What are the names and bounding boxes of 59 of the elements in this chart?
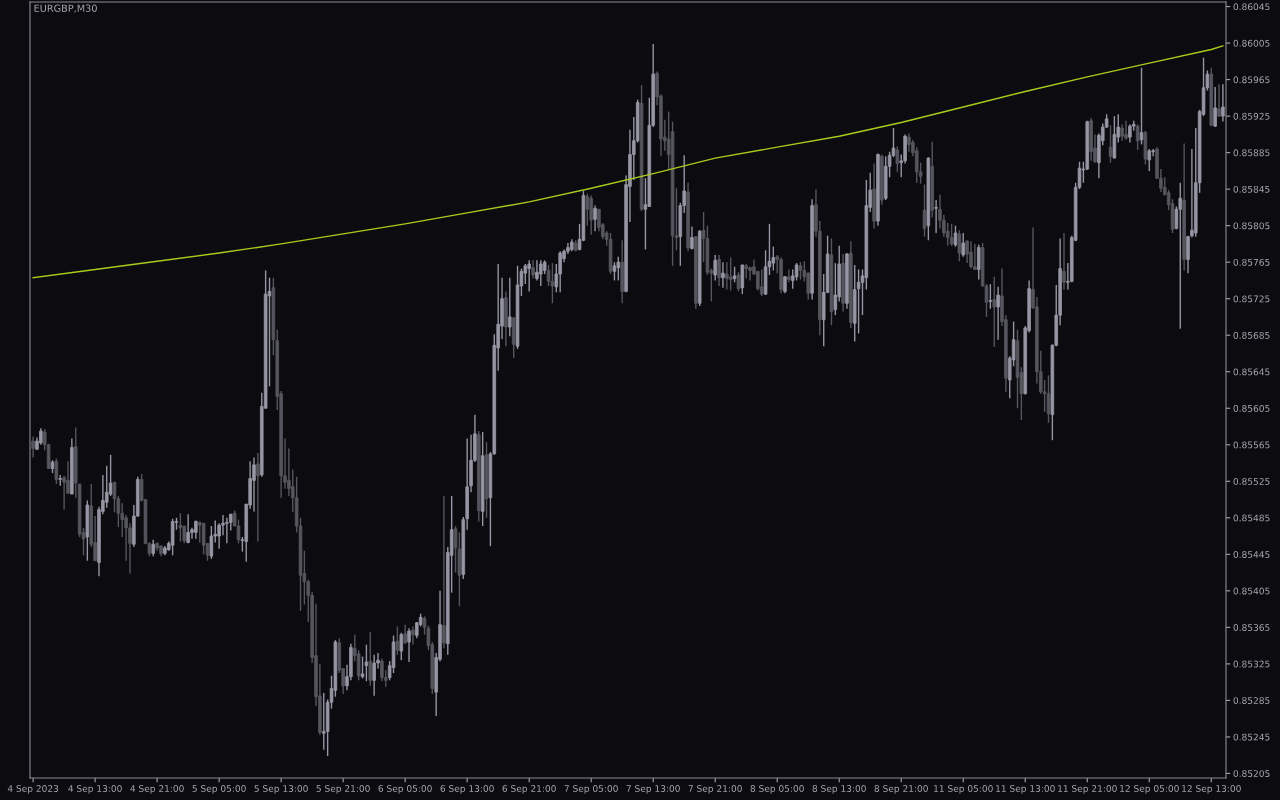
candlestick [550,262,555,304]
y-tick-label: 0.85645 [1233,368,1270,376]
candlestick [395,625,400,656]
candlestick [612,261,617,282]
y-tick-label: 0.85565 [1233,441,1270,449]
y-tick-label: 0.85285 [1233,697,1270,704]
y-tick-label: 0.85765 [1233,258,1270,266]
chart-title: EURGBP,M30 [34,4,97,13]
candlestick [539,259,543,287]
candlestick [759,268,764,297]
x-tick-label: 4 Sep 21:00 [130,785,184,794]
candlestick [957,229,962,262]
x-tick-label: 5 Sep 21:00 [316,785,370,794]
y-tick-label: 0.85605 [1233,404,1270,412]
x-tick-label: 12 Sep 05:00 [1120,785,1179,794]
y-tick-label: 0.85805 [1233,222,1270,230]
x-tick-label: 8 Sep 05:00 [750,785,804,794]
candlestick [1147,148,1152,172]
x-tick-label: 12 Sep 13:00 [1182,785,1241,794]
candlestick [992,276,997,348]
candlestick [961,232,966,258]
y-tick-label: 0.85445 [1233,551,1270,558]
x-tick-label: 11 Sep 13:00 [996,785,1055,794]
x-tick-label: 4 Sep 13:00 [68,785,122,794]
candlestick [364,644,369,682]
y-tick-label: 0.85325 [1233,660,1270,668]
y-tick-label: 0.85365 [1233,624,1270,631]
x-tick-label: 8 Sep 13:00 [812,785,866,794]
candlestick [988,283,993,310]
y-tick-label: 0.85925 [1233,112,1270,120]
x-tick-label: 8 Sep 21:00 [874,785,928,794]
line-series [32,45,1224,279]
x-tick-label: 7 Sep 21:00 [688,785,742,794]
y-tick-label: 0.85725 [1233,295,1270,303]
x-tick-label: 11 Sep 05:00 [934,785,993,794]
y-tick-label: 0.85245 [1233,733,1270,741]
y-tick-label: 0.86045 [1233,3,1270,11]
y-tick-label: 0.85525 [1233,478,1270,485]
x-tick-label: 7 Sep 05:00 [564,785,618,794]
y-tick-label: 0.85885 [1233,149,1270,157]
x-tick-label: 6 Sep 13:00 [440,785,494,794]
y-tick-label: 0.85405 [1233,587,1270,595]
x-tick-label: 5 Sep 05:00 [192,785,246,794]
candlestick [728,256,733,292]
y-tick-label: 0.85965 [1233,76,1270,84]
candlestick [508,277,512,337]
x-tick-label: 4 Sep 2023 [7,785,59,794]
y-tick-label: 0.85485 [1233,514,1270,522]
candlestick [209,525,214,560]
x-tick-label: 7 Sep 13:00 [626,785,680,794]
candlestick [368,631,373,687]
y-tick-label: 0.85205 [1233,770,1270,777]
y-tick-label: 0.86005 [1233,39,1270,47]
y-tick-label: 0.85685 [1233,331,1270,339]
y-tick-label: 0.85845 [1233,185,1270,193]
x-tick-label: 11 Sep 21:00 [1058,785,1117,794]
x-tick-label: 6 Sep 05:00 [378,785,432,794]
x-tick-label: 5 Sep 13:00 [254,785,308,794]
x-tick-label: 6 Sep 21:00 [502,785,556,794]
